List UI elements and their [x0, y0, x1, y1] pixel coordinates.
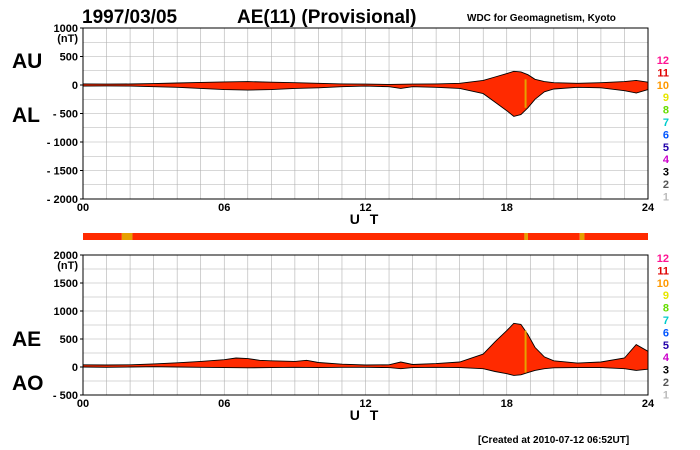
lower-index-label: AL	[12, 104, 40, 127]
x-tick-label: 18	[501, 202, 513, 214]
station-bar-segment	[527, 233, 580, 240]
station-count-label: 4	[663, 352, 670, 364]
x-tick-label: 24	[642, 202, 655, 214]
x-tick-label: 00	[77, 202, 89, 214]
y-tick-label: - 500	[53, 390, 78, 402]
y-tick-label: 1500	[54, 278, 78, 290]
station-count-label: 2	[663, 377, 669, 389]
x-tick-label: 12	[359, 398, 371, 410]
index-fill-area	[83, 71, 648, 117]
station-count-label: 7	[663, 117, 669, 129]
x-axis-label: U T	[350, 407, 382, 423]
y-tick-label: 500	[60, 334, 78, 346]
source-label: WDC for Geomagnetism, Kyoto	[467, 13, 616, 24]
station-count-label: 11	[657, 265, 669, 277]
series-upper-line	[82, 70, 649, 85]
station-bar-segment	[524, 233, 528, 240]
x-tick-label: 06	[218, 202, 230, 214]
upper-index-label: AE	[12, 328, 41, 351]
station-coverage-bar	[83, 233, 648, 240]
station-count-label: 9	[663, 290, 669, 302]
station-count-label: 1	[663, 389, 669, 401]
station-count-label: 4	[663, 154, 670, 166]
unit-label: (nT)	[57, 260, 78, 272]
station-count-label: 5	[663, 142, 669, 154]
y-tick-label: - 1500	[47, 166, 78, 178]
station-count-label: 6	[663, 327, 669, 339]
x-tick-label: 06	[218, 398, 230, 410]
y-tick-label: - 1000	[47, 137, 78, 149]
station-count-label: 3	[663, 167, 669, 179]
station-bar-segment	[584, 233, 648, 240]
y-tick-label: - 2000	[47, 194, 78, 206]
x-tick-label: 18	[501, 398, 513, 410]
y-tick-label: 1000	[54, 306, 78, 318]
y-tick-label: 0	[72, 362, 78, 374]
station-count-label: 10	[657, 278, 669, 290]
date-label: 1997/03/05	[82, 7, 178, 28]
station-count-label: 8	[663, 105, 669, 117]
station-bar-segment	[132, 233, 525, 240]
station-count-label: 5	[663, 340, 669, 352]
station-count-label: 12	[657, 55, 669, 67]
x-tick-label: 00	[77, 398, 89, 410]
station-count-label: 1	[663, 191, 669, 203]
upper-index-label: AU	[12, 50, 42, 73]
index-fill-area	[83, 323, 648, 376]
station-count-label: 6	[663, 129, 669, 141]
chart-title: AE(11) (Provisional)	[237, 7, 417, 28]
created-note: [Created at 2010-07-12 06:52UT]	[478, 435, 629, 446]
y-tick-label: 500	[60, 52, 78, 64]
station-bar-segment	[121, 233, 133, 240]
x-axis-label: U T	[350, 211, 382, 227]
station-count-label: 11	[657, 67, 669, 79]
station-count-label: 7	[663, 315, 669, 327]
series-lower-line	[82, 85, 649, 117]
station-count-label: 3	[663, 365, 669, 377]
y-tick-label: 1000	[54, 23, 78, 35]
unit-label: (nT)	[57, 33, 78, 45]
station-bar-segment	[579, 233, 585, 240]
ae-ao-chart: 2000 1500 1000 500 0 - 500 (nT) 00 06 12 18 24 U T AE…	[12, 250, 655, 423]
station-count-label: 9	[663, 92, 669, 104]
station-count-label: 2	[663, 179, 669, 191]
series-lower-line	[82, 366, 649, 376]
y-tick-label: 2000	[54, 250, 78, 262]
station-bar-segment	[83, 233, 122, 240]
station-count-label: 12	[657, 253, 669, 265]
x-tick-label: 24	[642, 398, 655, 410]
station-count-label: 8	[663, 303, 669, 315]
lower-index-label: AO	[12, 372, 44, 395]
y-tick-label: - 500	[53, 109, 78, 121]
series-upper-line	[82, 322, 649, 366]
plot-frame	[82, 254, 649, 396]
au-al-chart: 1000 500 0 - 500 - 1000 - 1500 - 2000 (nT) 00 06 1…	[12, 23, 655, 227]
y-tick-label: 0	[72, 80, 78, 92]
x-tick-label: 12	[359, 202, 371, 214]
station-count-label: 10	[657, 80, 669, 92]
